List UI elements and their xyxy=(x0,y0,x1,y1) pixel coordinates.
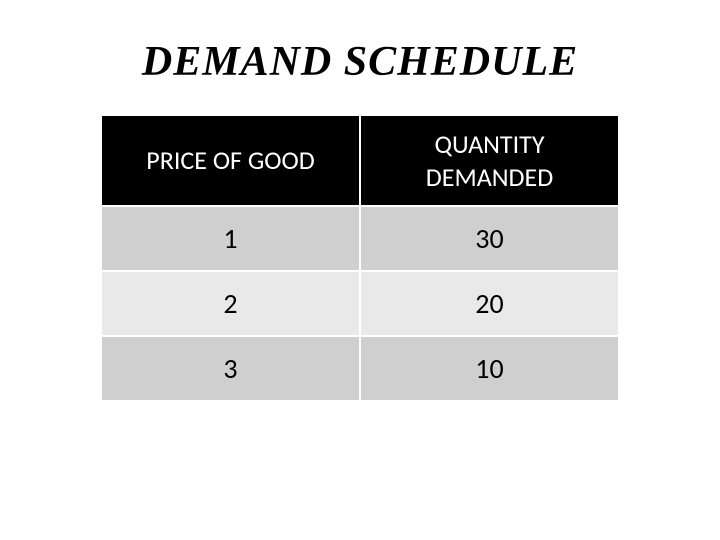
table-row: 3 10 xyxy=(101,336,619,401)
page-title: DEMAND SCHEDULE xyxy=(0,38,720,86)
demand-schedule-table: PRICE OF GOOD QUANTITY DEMANDED 1 30 2 2… xyxy=(100,114,620,402)
cell-quantity: 20 xyxy=(360,271,619,336)
table-row: 1 30 xyxy=(101,206,619,271)
table-header-row: PRICE OF GOOD QUANTITY DEMANDED xyxy=(101,115,619,206)
cell-price: 2 xyxy=(101,271,360,336)
column-header-price: PRICE OF GOOD xyxy=(101,115,360,206)
table-row: 2 20 xyxy=(101,271,619,336)
cell-price: 3 xyxy=(101,336,360,401)
cell-quantity: 30 xyxy=(360,206,619,271)
cell-price: 1 xyxy=(101,206,360,271)
cell-quantity: 10 xyxy=(360,336,619,401)
column-header-quantity: QUANTITY DEMANDED xyxy=(360,115,619,206)
